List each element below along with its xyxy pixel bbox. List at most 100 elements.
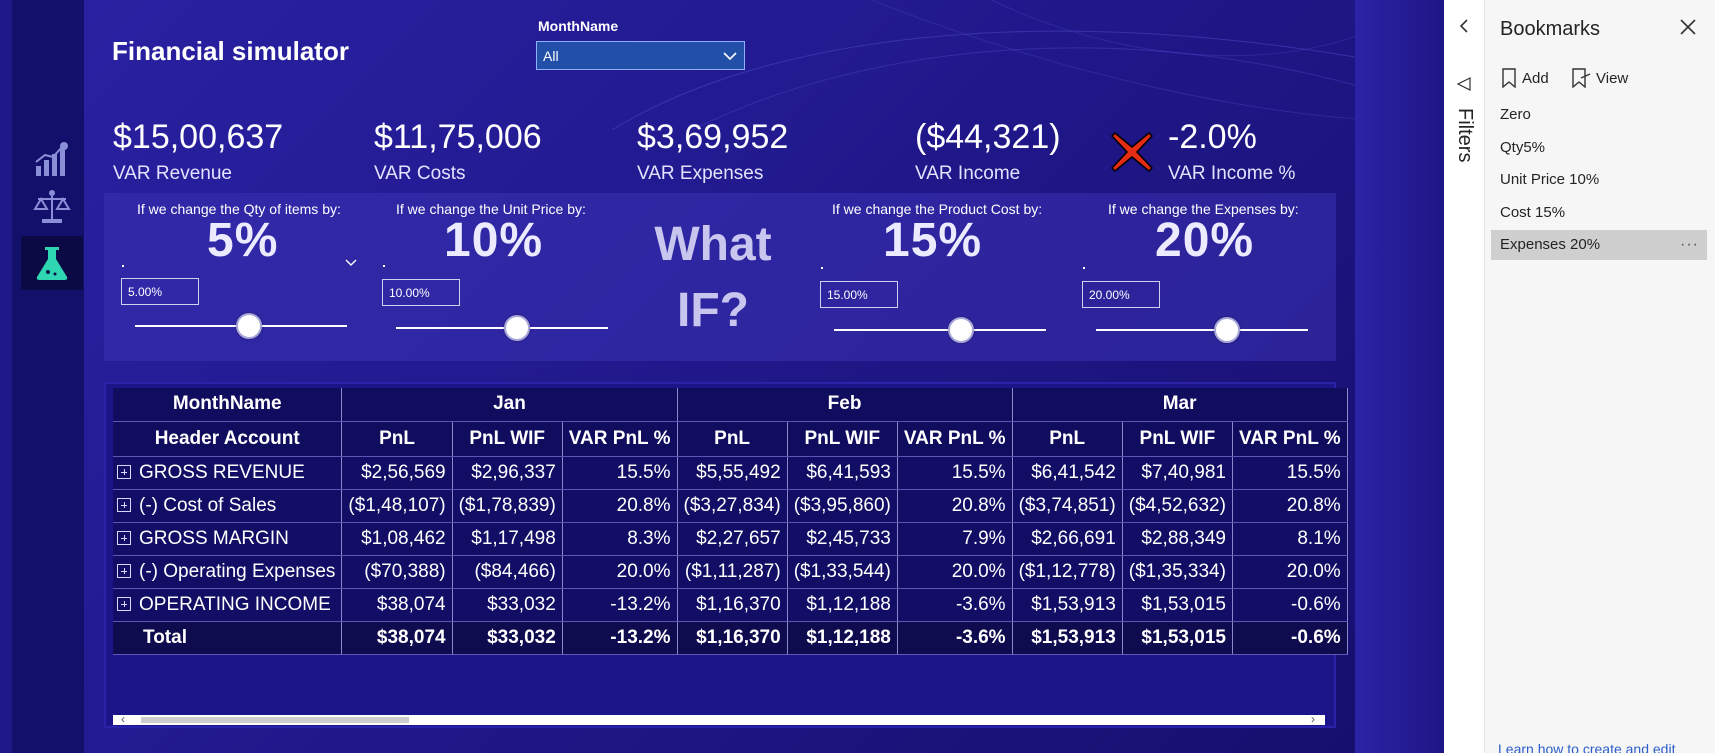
unit-price-param-marker [383,265,385,267]
kpi-var-revenue-value: $15,00,637 [113,118,284,156]
matrix-cell: ($4,52,632) [1122,489,1233,523]
matrix-month-header-mar[interactable]: Mar [1012,388,1348,422]
matrix-col-header[interactable]: PnL WIF [452,421,563,457]
learn-bookmarks-link[interactable]: Learn how to create and edit [1498,741,1676,753]
nav-chart-button[interactable] [21,133,83,187]
bookmark-item-cost-15[interactable]: Cost 15% [1500,204,1566,221]
matrix-cell: $1,12,188 [787,588,898,622]
matrix-row-label: OPERATING INCOME [113,588,343,622]
product-cost-slider-track[interactable] [834,329,1046,331]
matrix-cell: 20.8% [897,489,1013,523]
matrix-cell: $38,074 [341,621,453,655]
bookmark-item-unit-price-10[interactable]: Unit Price 10% [1500,171,1600,188]
product-cost-slider-thumb[interactable] [948,317,975,343]
matrix-cell: ($70,388) [341,555,453,589]
matrix-col-header[interactable]: PnL WIF [1122,421,1233,457]
matrix-horizontal-scrollbar[interactable]: ‹ › [113,712,1325,726]
matrix-cell: $2,96,337 [452,456,563,490]
matrix-col-header[interactable]: VAR PnL % [1232,421,1348,457]
table-row: (-) Operating Expenses ($70,388) ($84,46… [113,555,1348,589]
qty-param-marker [122,265,124,267]
kpi-var-income-label: VAR Income [915,163,1021,184]
add-bookmark-button[interactable]: Add [1501,68,1549,88]
qty-slider-thumb[interactable] [236,313,263,339]
matrix-col-header[interactable]: VAR PnL % [562,421,678,457]
matrix-row-label: GROSS MARGIN [113,522,343,556]
unit-price-slider-track[interactable] [396,327,608,329]
bookmark-item-expenses-20[interactable]: Expenses 20% ··· [1491,230,1707,260]
matrix-cell: ($1,78,839) [452,489,563,523]
matrix-cell: $1,53,913 [1012,621,1123,655]
filters-pane-label[interactable]: Filters [1454,108,1476,163]
matrix-cell: ($1,35,334) [1122,555,1233,589]
report-nav [12,0,84,753]
expenses-param-input[interactable]: 20.00% [1082,281,1160,308]
close-icon[interactable] [1679,18,1697,36]
row-label-text: GROSS MARGIN [139,527,289,549]
unit-price-slider-thumb[interactable] [503,315,530,341]
unit-price-param-value: 10% [444,214,544,267]
page-title: Financial simulator [112,36,349,66]
add-bookmark-label: Add [1522,69,1549,87]
matrix-row-header-account[interactable]: Header Account [113,421,343,457]
matrix-cell: 20.8% [562,489,678,523]
matrix-cell: $6,41,593 [787,456,898,490]
more-options-icon[interactable]: ··· [1680,236,1699,253]
bookmark-item-zero[interactable]: Zero [1500,106,1531,123]
matrix-col-header[interactable]: VAR PnL % [897,421,1013,457]
view-bookmark-button[interactable]: View [1571,68,1628,88]
expand-plus-icon[interactable] [117,497,131,512]
bookmark-item-qty5[interactable]: Qty5% [1500,139,1546,156]
matrix-cell: 15.5% [897,456,1013,490]
matrix-cell: ($1,11,287) [677,555,788,589]
matrix-col-header[interactable]: PnL [677,421,788,457]
matrix-cell: $1,17,498 [452,522,563,556]
matrix-cell: -3.6% [897,588,1013,622]
table-row: OPERATING INCOME $38,074 $33,032 -13.2% … [113,588,1348,622]
matrix-month-header-jan[interactable]: Jan [341,388,678,422]
matrix-cell: 20.0% [897,555,1013,589]
nav-flask-button[interactable] [21,236,83,290]
matrix-header-row-measures: Header Account PnL PnL WIF VAR PnL % PnL… [113,421,1348,457]
expand-plus-icon[interactable] [117,596,131,611]
chevron-left-icon[interactable] [1457,18,1471,34]
row-label-text: (-) Operating Expenses [139,560,336,582]
matrix-col-header[interactable]: PnL [1012,421,1123,457]
nav-scales-button[interactable] [21,180,83,234]
expand-plus-icon[interactable] [117,530,131,545]
matrix-cell: $1,53,015 [1122,621,1233,655]
matrix-cell: $7,40,981 [1122,456,1233,490]
table-row: (-) Cost of Sales ($1,48,107) ($1,78,839… [113,489,1348,523]
month-slicer-dropdown[interactable]: All [536,41,745,70]
expand-plus-icon[interactable] [117,464,131,479]
bookmark-add-icon [1502,68,1516,88]
matrix-cell: $33,032 [452,588,563,622]
matrix-row-label: (-) Operating Expenses [113,555,343,589]
bookmarks-title: Bookmarks [1500,18,1601,40]
scrollbar-thumb[interactable] [141,717,409,723]
chevron-down-icon[interactable] [344,257,358,269]
scroll-right-icon[interactable]: › [1311,712,1315,726]
product-cost-param-input[interactable]: 15.00% [820,281,898,308]
matrix-cell: -0.6% [1232,621,1348,655]
matrix-month-header-feb[interactable]: Feb [677,388,1013,422]
matrix-cell: 20.8% [1232,489,1348,523]
matrix-col-header[interactable]: PnL [341,421,453,457]
matrix-cell: 20.0% [1232,555,1348,589]
table-row-total: Total $38,074 $33,032 -13.2% $1,16,370 $… [113,621,1348,655]
row-label-text: OPERATING INCOME [139,593,331,615]
filters-pane-collapsed[interactable] [1444,0,1485,753]
expenses-slider-track[interactable] [1096,329,1308,331]
expenses-slider-thumb[interactable] [1214,317,1241,343]
expand-plus-icon[interactable] [117,563,131,578]
matrix-cell: 15.5% [562,456,678,490]
matrix-header-row-months: MonthName Jan Feb Mar [113,388,1348,422]
qty-param-input[interactable]: 5.00% [121,278,199,305]
what-if-panel [104,193,1336,361]
matrix-cell: $1,16,370 [677,621,788,655]
matrix-col-header[interactable]: PnL WIF [787,421,898,457]
scroll-left-icon[interactable]: ‹ [121,712,125,726]
unit-price-param-input[interactable]: 10.00% [382,279,460,306]
product-cost-param-value: 15% [883,214,983,267]
